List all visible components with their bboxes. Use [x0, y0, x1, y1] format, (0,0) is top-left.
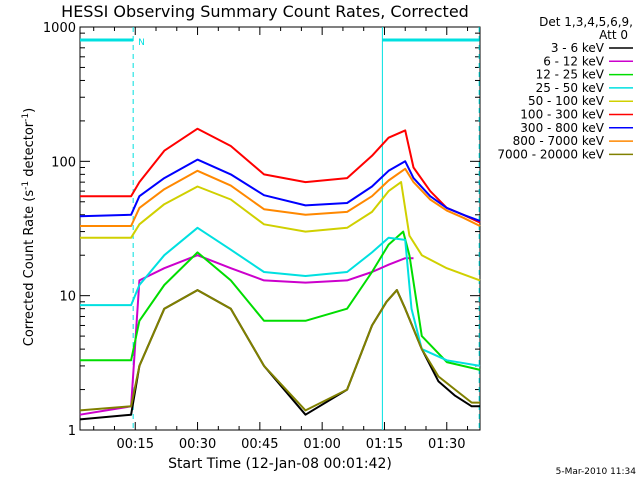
legend-entry-label: 300 - 800 keV: [520, 121, 604, 135]
x-axis-ticks: 00:15 00:30 00:45 01:00 01:15 01:30: [93, 27, 469, 452]
x-tick-label: 00:45: [241, 437, 278, 452]
plot-border: [79, 26, 481, 431]
legend-header-detectors: Det 1,3,4,5,6,9,: [539, 15, 633, 29]
series-line-3-6-kev: [79, 289, 480, 421]
y-tick-label: 10: [59, 290, 76, 305]
series-line-6-12-kev: [79, 254, 414, 416]
series-line-25-50-kev: [80, 226, 481, 367]
legend-entry-label: 800 - 7000 keV: [513, 134, 605, 148]
legend-entry-label: 7000 - 20000 keV: [497, 147, 604, 161]
legend-header-attenuator: Att 0: [599, 28, 628, 42]
y-tick-label: 1: [68, 424, 76, 439]
series-line-50-100-kev: [80, 181, 481, 282]
legend-entry-label: 100 - 300 keV: [520, 108, 604, 122]
x-tick-label: 01:00: [303, 437, 340, 452]
time-markers: N: [80, 27, 480, 430]
series-line-12-25-kev: [80, 230, 481, 371]
x-tick-label: 00:15: [117, 437, 154, 452]
footer-timestamp: 5-Mar-2010 11:34: [556, 467, 637, 477]
series-line-7000-20000-kev: [79, 289, 480, 412]
chart-title: HESSI Observing Summary Count Rates, Cor…: [61, 2, 469, 21]
x-tick-label: 01:30: [428, 437, 465, 452]
series-layer: [79, 127, 481, 421]
y-axis-label: Corrected Count Rate (s-1 detector-1): [21, 108, 37, 346]
legend-entry-label: 12 - 25 keV: [536, 68, 605, 82]
series-line-300-800-kev: [79, 158, 481, 222]
legend-entry-label: 50 - 100 keV: [528, 94, 605, 108]
y-tick-label: 1000: [43, 21, 76, 36]
series-line-800-7000-kev: [80, 167, 481, 227]
plot-frame: [79, 26, 481, 431]
legend-entry-label: 25 - 50 keV: [536, 81, 605, 95]
y-axis-ticks: 1 10 100 1000: [43, 21, 480, 439]
legend-entry-label: 6 - 12 keV: [543, 54, 605, 68]
series-line-100-300-kev: [80, 127, 481, 224]
y-tick-label: 100: [51, 155, 76, 170]
legend-entry-label: 3 - 6 keV: [551, 41, 605, 55]
x-tick-label: 00:30: [179, 437, 216, 452]
x-tick-label: 01:15: [366, 437, 403, 452]
x-axis-label: Start Time (12-Jan-08 00:01:42): [168, 456, 392, 472]
interval-flag-label: N: [138, 38, 145, 48]
